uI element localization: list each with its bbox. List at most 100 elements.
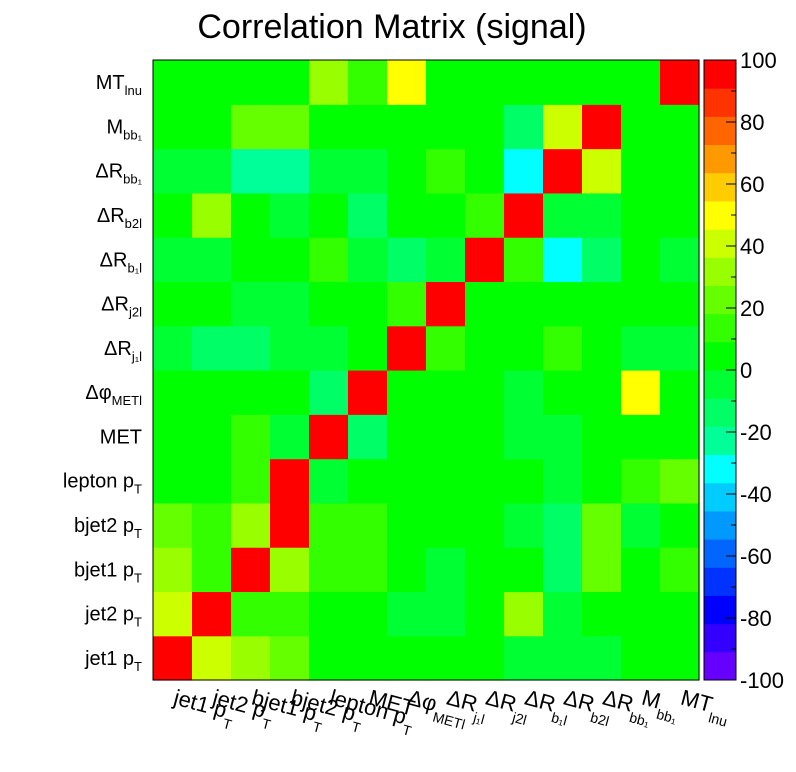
heatmap-cell xyxy=(153,104,193,150)
heatmap-cell xyxy=(309,192,349,238)
heatmap-cell xyxy=(231,192,271,238)
heatmap-cell xyxy=(543,458,583,504)
heatmap-cell xyxy=(582,60,622,105)
heatmap-cell xyxy=(426,591,466,637)
y-tick-label: MTlnu xyxy=(96,72,142,98)
heatmap-cell xyxy=(387,325,427,371)
plot-frame xyxy=(152,59,700,681)
heatmap-cell xyxy=(465,325,505,371)
heatmap-cells xyxy=(153,60,700,681)
x-tick-label: MTlnu xyxy=(676,685,733,730)
heatmap-cell xyxy=(465,547,505,593)
heatmap-cell xyxy=(348,237,388,283)
y-tick-label: bjet2 pT xyxy=(74,515,142,541)
color-scale-tick-label: 80 xyxy=(740,110,764,135)
heatmap-cell xyxy=(426,192,466,238)
heatmap-cell xyxy=(426,237,466,283)
color-scale-band xyxy=(704,172,736,202)
heatmap-cell xyxy=(660,148,700,194)
heatmap-cell xyxy=(192,591,232,637)
heatmap-cell xyxy=(621,591,661,637)
heatmap-cell xyxy=(309,325,349,371)
heatmap-cell xyxy=(660,591,700,637)
heatmap-cell xyxy=(426,502,466,548)
color-scale-tick-label: 40 xyxy=(740,234,764,259)
heatmap-cell xyxy=(504,635,544,681)
heatmap-cell xyxy=(231,414,271,460)
heatmap-cell xyxy=(660,325,700,371)
heatmap-cell xyxy=(426,281,466,327)
heatmap-cell xyxy=(192,635,232,681)
heatmap-cell xyxy=(309,60,349,105)
heatmap-cell xyxy=(348,148,388,194)
color-scale-tick-label: -40 xyxy=(740,482,772,507)
heatmap-cell xyxy=(270,414,310,460)
heatmap-cell xyxy=(192,237,232,283)
y-tick-label: ΔφMETl xyxy=(85,382,142,408)
color-scale-tick-label: -80 xyxy=(740,606,772,631)
heatmap-cell xyxy=(387,414,427,460)
heatmap-cell xyxy=(426,458,466,504)
heatmap-cell xyxy=(348,281,388,327)
heatmap-cell xyxy=(621,192,661,238)
heatmap-cell xyxy=(504,458,544,504)
heatmap-cell xyxy=(582,104,622,150)
heatmap-cell xyxy=(621,60,661,105)
heatmap-cell xyxy=(348,635,388,681)
heatmap-cell xyxy=(153,414,193,460)
heatmap-cell xyxy=(465,237,505,283)
heatmap-cell xyxy=(387,237,427,283)
heatmap-cell xyxy=(309,635,349,681)
color-scale-band xyxy=(704,398,736,427)
heatmap-cell xyxy=(543,192,583,238)
heatmap-cell xyxy=(270,281,310,327)
heatmap-cell xyxy=(309,547,349,593)
heatmap-cell xyxy=(270,60,310,105)
heatmap-cell xyxy=(504,502,544,548)
heatmap-cell xyxy=(465,414,505,460)
heatmap-cell xyxy=(309,414,349,460)
heatmap-cell xyxy=(582,502,622,548)
heatmap-cell xyxy=(504,325,544,371)
heatmap-cell xyxy=(621,547,661,593)
heatmap-cell xyxy=(582,370,622,415)
heatmap-cell xyxy=(309,458,349,504)
heatmap-cell xyxy=(621,370,661,415)
heatmap-cell xyxy=(543,148,583,194)
heatmap-cell xyxy=(387,547,427,593)
heatmap-cell xyxy=(621,502,661,548)
heatmap-cell xyxy=(465,458,505,504)
heatmap-cell xyxy=(153,192,193,238)
heatmap-cell xyxy=(504,104,544,150)
y-tick-label: jet2 pT xyxy=(84,604,142,630)
heatmap-cell xyxy=(582,281,622,327)
heatmap-cell xyxy=(387,60,427,105)
heatmap-cell xyxy=(231,104,271,150)
heatmap-cell xyxy=(348,60,388,105)
heatmap-cell xyxy=(465,502,505,548)
x-tick-label: ΔRb₁l xyxy=(520,685,573,729)
heatmap-cell xyxy=(387,192,427,238)
heatmap-cell xyxy=(621,237,661,283)
heatmap-cell xyxy=(192,370,232,415)
heatmap-cell xyxy=(426,635,466,681)
heatmap-cell xyxy=(621,104,661,150)
y-tick-label: jet1 pT xyxy=(84,648,142,674)
heatmap-cell xyxy=(153,635,193,681)
color-scale-band xyxy=(704,229,736,258)
color-scale-tick-label: -100 xyxy=(740,668,784,693)
heatmap-cell xyxy=(543,60,583,105)
heatmap-cell xyxy=(231,60,271,105)
x-tick-label: Mbb₁ xyxy=(637,685,683,727)
heatmap-cell xyxy=(231,458,271,504)
color-scale-tick-label: 0 xyxy=(740,358,752,383)
heatmap-cell xyxy=(348,370,388,415)
heatmap-cell xyxy=(426,104,466,150)
heatmap-cell xyxy=(465,591,505,637)
heatmap-cell xyxy=(309,148,349,194)
heatmap-cell xyxy=(153,281,193,327)
y-tick-label: ΔRbb₁ xyxy=(95,161,142,187)
heatmap-cell xyxy=(153,547,193,593)
heatmap-cell xyxy=(504,237,544,283)
